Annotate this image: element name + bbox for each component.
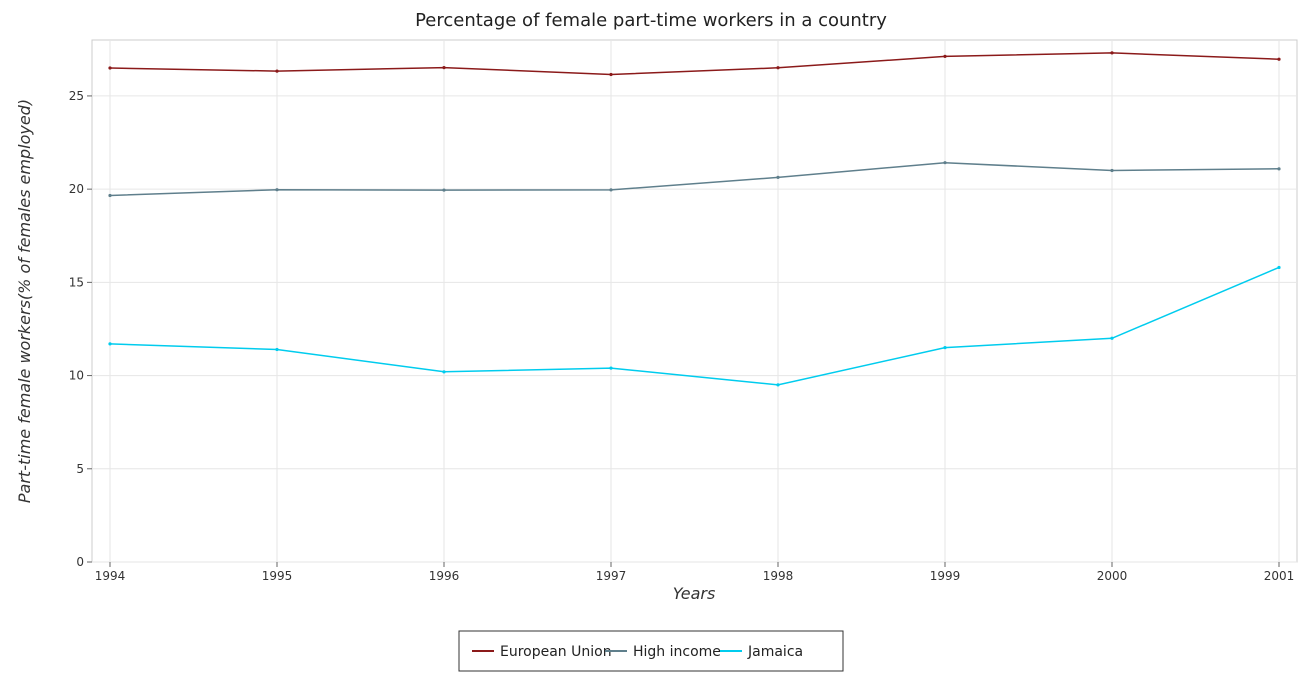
x-tick-label: 1998 [763, 569, 794, 583]
series-line-european-union [109, 52, 1280, 76]
x-tick-label: 2001 [1264, 569, 1295, 583]
x-tick-label: 1997 [596, 569, 627, 583]
data-point-european-union [609, 72, 613, 77]
x-tick-label: 1999 [930, 569, 961, 583]
data-point-jamaica [609, 366, 613, 370]
data-point-high-income [1277, 167, 1281, 171]
series-group [108, 51, 1281, 387]
x-tick-label: 1994 [95, 569, 126, 583]
chart-title: Percentage of female part-time workers i… [415, 10, 887, 31]
y-tick-label: 0 [76, 555, 84, 569]
plot-area [91, 39, 1298, 563]
legend: European Union High income Jamaica [458, 630, 844, 672]
data-point-jamaica [442, 370, 446, 374]
series-line-high-income [109, 161, 1280, 197]
data-point-jamaica [1110, 336, 1114, 340]
data-point-jamaica [1277, 265, 1281, 270]
legend-label-jamaica: Jamaica [747, 644, 803, 660]
data-point-european-union [776, 66, 780, 70]
data-point-high-income [442, 188, 446, 192]
legend-label-european-union: European Union [500, 644, 612, 660]
y-tick-label: 5 [76, 462, 84, 476]
x-axis-label: Years [673, 584, 716, 603]
data-point-high-income [108, 193, 112, 198]
x-tick-label: 2000 [1097, 569, 1128, 583]
data-point-european-union [442, 65, 446, 70]
data-point-high-income [943, 161, 947, 165]
y-tick-label: 10 [69, 369, 84, 383]
legend-label-high-income: High income [633, 644, 721, 660]
data-point-jamaica [275, 347, 279, 352]
data-point-european-union [108, 66, 112, 70]
data-point-jamaica [108, 342, 112, 346]
data-point-high-income [275, 188, 279, 192]
series-line-jamaica [109, 266, 1280, 386]
y-tick-label: 20 [69, 182, 84, 196]
data-point-european-union [1277, 57, 1281, 61]
y-tick-label: 15 [69, 275, 84, 289]
legend-box [458, 630, 844, 672]
x-tick-label: 1996 [429, 569, 460, 583]
data-point-high-income [1110, 168, 1114, 173]
x-tick-label: 1995 [262, 569, 293, 583]
grid [92, 40, 1297, 563]
y-axis-label: Part-time female workers(% of females em… [15, 99, 34, 503]
data-point-european-union [943, 54, 947, 59]
data-point-european-union [275, 69, 279, 73]
x-axis: 1994 1995 1996 1997 1998 1999 2000 2001 [95, 562, 1295, 583]
data-point-high-income [609, 188, 613, 192]
y-axis: 0 5 10 15 20 25 [69, 89, 92, 569]
data-point-high-income [776, 175, 780, 179]
data-point-jamaica [943, 346, 947, 350]
data-point-european-union [1110, 51, 1114, 55]
data-point-jamaica [776, 383, 780, 387]
y-tick-label: 25 [69, 89, 84, 103]
